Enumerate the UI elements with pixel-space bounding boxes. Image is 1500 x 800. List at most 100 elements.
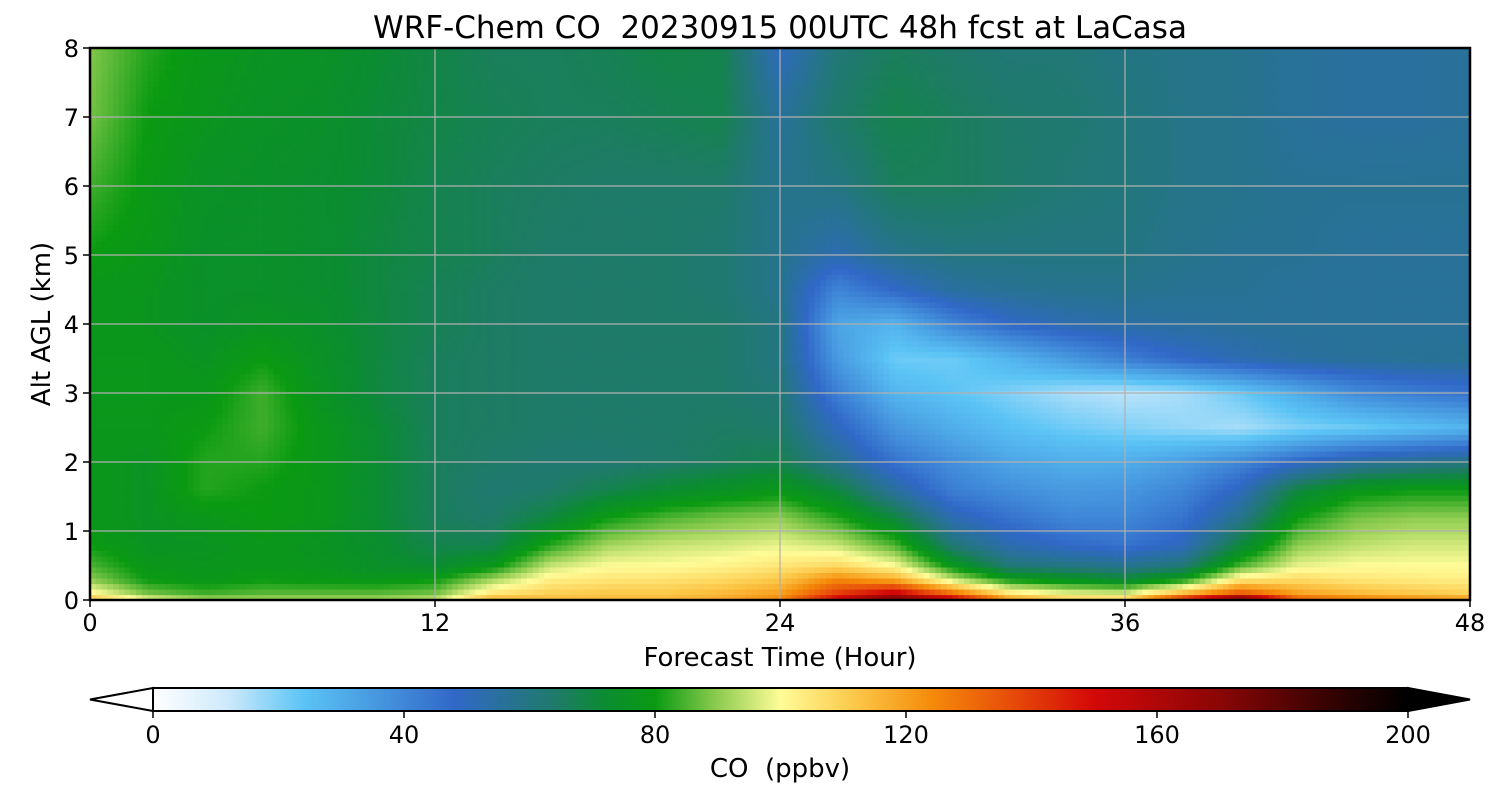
heatmap-cell xyxy=(1360,495,1368,502)
heatmap-cell xyxy=(964,484,971,491)
heatmap-cell xyxy=(1280,495,1287,502)
heatmap-cell xyxy=(435,566,442,573)
heatmap-cell xyxy=(872,566,879,573)
heatmap-cell xyxy=(889,572,896,579)
heatmap-cell xyxy=(780,539,787,546)
heatmap-cell xyxy=(1366,511,1373,518)
heatmap-cell xyxy=(808,489,816,496)
heatmap-cell xyxy=(1240,539,1247,546)
heatmap-cell xyxy=(1188,561,1195,568)
heatmap-cell xyxy=(222,588,229,596)
heatmap-cell xyxy=(739,594,747,600)
heatmap-cell xyxy=(774,533,781,540)
heatmap-cell xyxy=(734,489,741,496)
heatmap-cell xyxy=(256,561,264,568)
heatmap-cell xyxy=(205,577,212,585)
heatmap-cell xyxy=(1240,533,1247,540)
heatmap-cell xyxy=(164,544,172,551)
heatmap-cell xyxy=(757,588,764,596)
heatmap-cell xyxy=(348,583,356,590)
heatmap-cell xyxy=(912,550,919,557)
heatmap-cell xyxy=(297,577,304,585)
heatmap-cell xyxy=(228,522,235,529)
heatmap-cell xyxy=(601,539,609,546)
heatmap-cell xyxy=(544,555,551,562)
heatmap-cell xyxy=(446,550,453,557)
heatmap-cell xyxy=(1033,577,1040,585)
heatmap-cell xyxy=(492,489,499,496)
heatmap-cell xyxy=(808,511,816,518)
heatmap-cell xyxy=(1194,594,1201,600)
heatmap-cell xyxy=(820,555,827,562)
heatmap-cell xyxy=(325,555,333,562)
heatmap-cell xyxy=(670,533,678,540)
heatmap-cell xyxy=(113,572,120,579)
heatmap-cell xyxy=(854,572,862,579)
heatmap-cell xyxy=(739,583,747,590)
heatmap-cell xyxy=(481,544,488,551)
heatmap-cell xyxy=(452,555,459,562)
heatmap-cell xyxy=(1429,489,1437,496)
heatmap-cell xyxy=(808,533,816,540)
heatmap-cell xyxy=(705,511,712,518)
heatmap-cell xyxy=(872,511,879,518)
heatmap-cell xyxy=(429,544,436,551)
heatmap-cell xyxy=(693,555,701,562)
heatmap-cell xyxy=(814,566,821,573)
heatmap-cell xyxy=(1245,500,1253,507)
heatmap-cell xyxy=(590,489,597,496)
heatmap-cell xyxy=(987,517,994,524)
heatmap-cell xyxy=(515,572,522,579)
heatmap-cell xyxy=(210,577,218,585)
heatmap-cell xyxy=(187,550,195,557)
heatmap-cell xyxy=(325,506,333,513)
heatmap-cell xyxy=(205,500,212,507)
heatmap-cell xyxy=(1073,583,1080,590)
heatmap-cell xyxy=(205,517,212,524)
heatmap-cell xyxy=(1263,555,1270,562)
heatmap-cell xyxy=(1245,572,1253,579)
heatmap-cell xyxy=(337,566,344,573)
heatmap-cell xyxy=(515,517,522,524)
heatmap-cell xyxy=(1061,500,1069,507)
heatmap-cell xyxy=(843,522,850,529)
heatmap-cell xyxy=(705,539,712,546)
heatmap-cell xyxy=(1291,577,1299,585)
heatmap-cell xyxy=(889,544,896,551)
heatmap-cell xyxy=(498,484,505,491)
heatmap-cell xyxy=(101,489,108,496)
heatmap-cell xyxy=(998,506,1005,513)
heatmap-cell xyxy=(1395,506,1402,513)
heatmap-cell xyxy=(1096,506,1103,513)
heatmap-cell xyxy=(693,511,701,518)
heatmap-cell xyxy=(245,550,252,557)
heatmap-cell xyxy=(400,511,407,518)
heatmap-cell xyxy=(578,588,586,596)
heatmap-cell xyxy=(992,544,1000,551)
heatmap-cell xyxy=(1234,577,1241,585)
heatmap-cell xyxy=(90,561,97,568)
heatmap-cell xyxy=(1067,594,1074,600)
heatmap-cell xyxy=(389,511,396,518)
heatmap-cell xyxy=(1349,533,1356,540)
heatmap-cell xyxy=(532,495,540,502)
heatmap-cell xyxy=(1044,583,1051,590)
heatmap-cell xyxy=(1199,484,1207,491)
heatmap-cell xyxy=(1027,583,1034,590)
heatmap-cell xyxy=(1286,517,1293,524)
heatmap-cell xyxy=(923,533,931,540)
heatmap-cell xyxy=(1378,506,1385,513)
heatmap-cell xyxy=(716,495,724,502)
heatmap-cell xyxy=(601,577,609,585)
heatmap-cell xyxy=(1401,550,1408,557)
heatmap-cell xyxy=(406,517,413,524)
heatmap-cell xyxy=(268,539,275,546)
heatmap-cell xyxy=(1199,588,1207,596)
heatmap-cell xyxy=(981,588,988,596)
heatmap-cell xyxy=(958,550,965,557)
heatmap-cell xyxy=(1268,533,1276,540)
heatmap-cell xyxy=(1234,594,1241,600)
heatmap-cell xyxy=(366,572,373,579)
heatmap-cell xyxy=(389,577,396,585)
heatmap-cell xyxy=(1090,484,1097,491)
